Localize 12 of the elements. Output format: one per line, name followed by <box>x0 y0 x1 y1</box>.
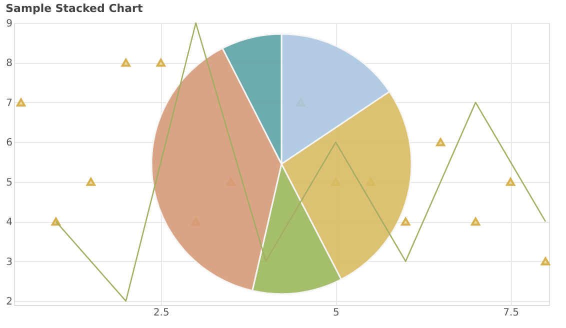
y-tick-label: 7 <box>6 98 12 109</box>
x-tick-label: 2.5 <box>153 308 170 318</box>
y-tick-label: 9 <box>6 18 12 30</box>
y-tick-label: 6 <box>6 138 12 149</box>
y-tick-label: 4 <box>6 217 12 228</box>
x-tick-label: 5 <box>333 308 340 318</box>
y-tick-label: 2 <box>6 296 12 308</box>
y-tick-label: 5 <box>6 177 12 188</box>
x-tick-label: 7.5 <box>503 308 519 318</box>
y-tick-label: 3 <box>6 256 12 268</box>
chart-title: Sample Stacked Chart <box>6 2 143 15</box>
y-tick-label: 8 <box>6 58 12 70</box>
